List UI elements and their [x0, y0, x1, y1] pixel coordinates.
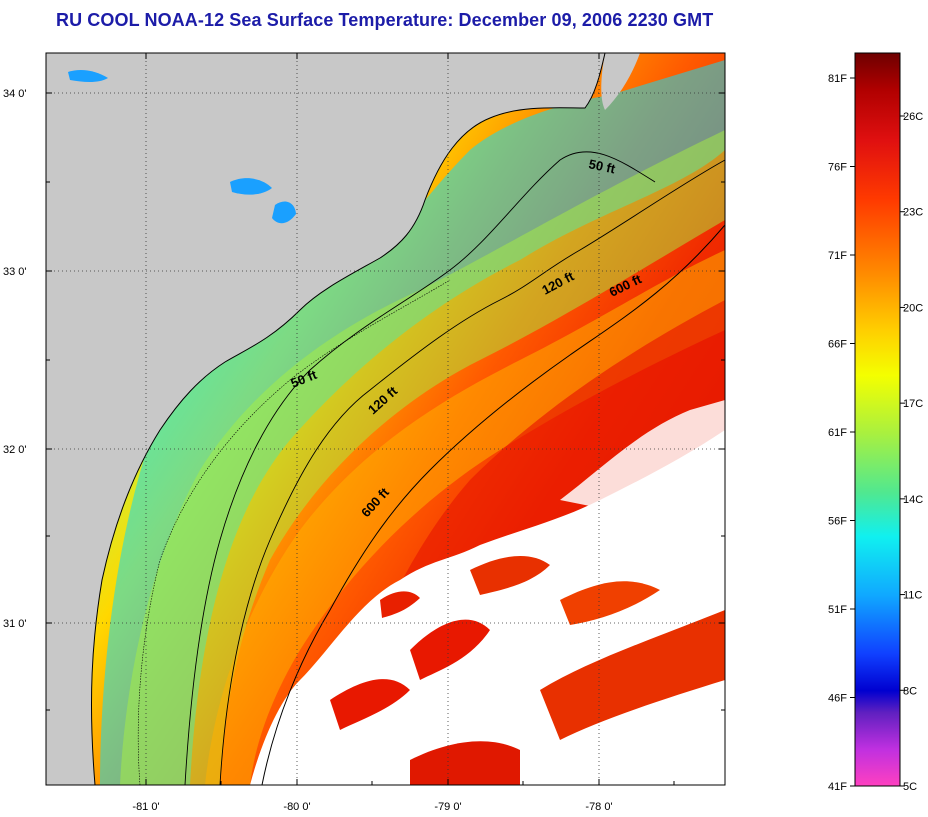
inland-lake [230, 178, 272, 195]
land-area [46, 53, 605, 785]
colorbar-f-labels: 81F 76F 71F 66F 61F 56F 51F 46F 41F [828, 73, 847, 793]
isobath-120ft [219, 159, 725, 785]
colorbar-c-label: 23C [903, 207, 923, 219]
colorbar-f-label: 46F [828, 693, 847, 705]
map-title: RU COOL NOAA-12 Sea Surface Temperature:… [56, 10, 714, 30]
lon-label: -78 0' [585, 801, 612, 813]
isobath-50ft [184, 151, 656, 785]
lat-label: 33 0' [3, 266, 27, 278]
colorbar-c-label: 14C [903, 494, 923, 506]
colorbar-f-label: 56F [828, 516, 847, 528]
warm-patch [330, 679, 410, 730]
lat-label: 32 0' [3, 444, 27, 456]
colorbar-f-label: 76F [828, 162, 847, 174]
colorbar-c-label: 26C [903, 111, 923, 123]
colorbar-f-label: 71F [828, 250, 847, 262]
warm-patch [410, 619, 490, 680]
contour-label-50ft-north: 50 ft [587, 156, 617, 176]
land-area [601, 53, 640, 110]
map-frame [45, 52, 726, 786]
isobath-600ft [261, 224, 725, 785]
sst-map: 50 ft 120 ft 600 ft 50 ft 120 ft 600 ft … [3, 52, 726, 813]
warm-patch [410, 741, 520, 785]
colorbar-c-label: 17C [903, 398, 923, 410]
shelf-mid-band [120, 130, 725, 785]
lon-label: -81 0' [132, 801, 159, 813]
barrier-islands [137, 279, 451, 785]
colorbar-c-label: 8C [903, 685, 917, 697]
warm-patch [560, 581, 660, 625]
coastline [90, 53, 606, 785]
lat-label: 34 0' [3, 88, 27, 100]
colorbar-f-label: 51F [828, 604, 847, 616]
inland-lake [272, 201, 296, 224]
lat-label: 31 0' [3, 618, 27, 630]
lon-label: -79 0' [434, 801, 461, 813]
colorbar-scale [854, 52, 901, 787]
colorbar-c-label: 11C [903, 590, 922, 602]
colorbar-f-label: 66F [828, 339, 847, 351]
colorbar-c-label: 20C [903, 302, 923, 314]
colorbar-f-label: 81F [828, 73, 847, 85]
colorbar-c-label: 5C [903, 781, 917, 793]
colorbar-c-labels: 26C 23C 20C 17C 14C 11C 8C 5C [903, 111, 923, 793]
warm-patch [380, 591, 420, 618]
cloud-area [560, 400, 725, 510]
axis-ticks [46, 53, 725, 785]
inland-lake [68, 70, 108, 82]
warm-patch [470, 555, 550, 595]
colorbar-f-label: 61F [828, 427, 847, 439]
colorbar-f-label: 41F [828, 781, 847, 793]
warm-patch [540, 610, 725, 740]
lon-label: -80 0' [283, 801, 310, 813]
colorbar-ticks [850, 77, 905, 787]
